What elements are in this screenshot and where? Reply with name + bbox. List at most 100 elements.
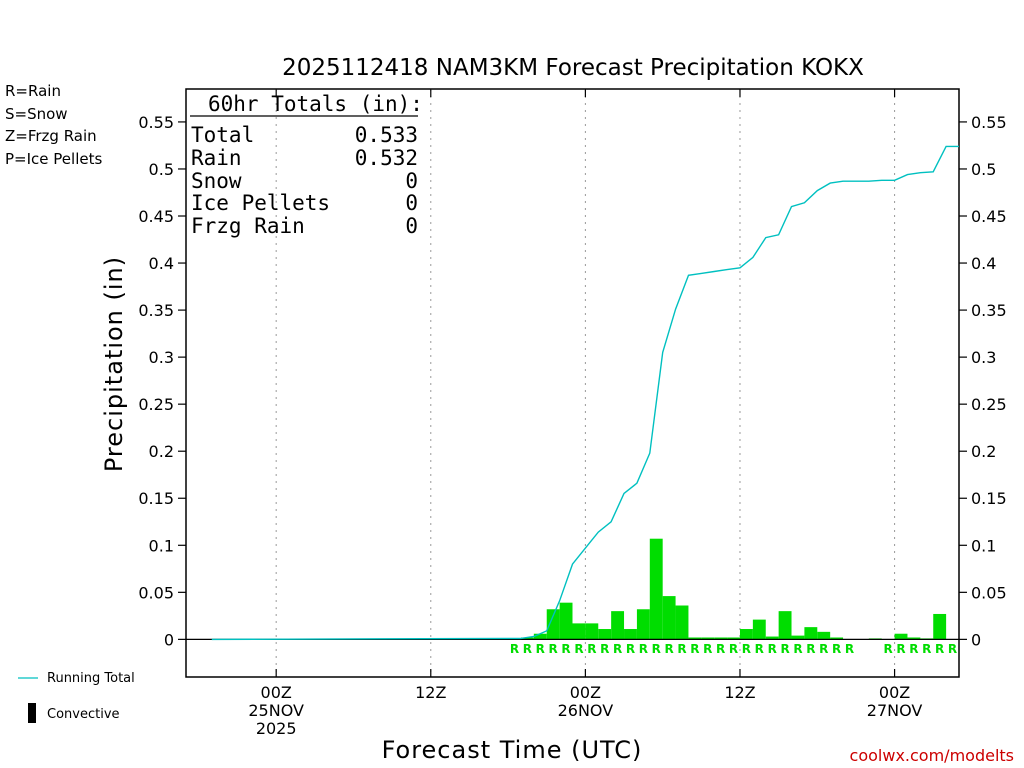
rain-bar <box>559 602 573 640</box>
convective-legend-label: Convective <box>47 707 120 722</box>
rain-marker: R <box>742 642 751 656</box>
rain-marker: R <box>690 642 699 656</box>
rain-marker: R <box>845 642 854 656</box>
y-tick-label-right: 0.25 <box>971 395 1007 414</box>
rain-marker: R <box>896 642 905 656</box>
rain-bar <box>611 611 625 640</box>
rain-marker: R <box>948 642 957 656</box>
rain-marker: R <box>832 642 841 656</box>
precipitation-type-legend: R=Rain S=Snow Z=Frzg Rain P=Ice Pellets <box>5 82 102 168</box>
y-tick-label-left: 0.1 <box>149 536 174 555</box>
y-tick-label-right: 0.2 <box>971 442 996 461</box>
totals-value-ice-pellets: 0 <box>405 191 418 215</box>
rain-marker: R <box>909 642 918 656</box>
rain-bar <box>714 637 728 640</box>
rain-marker: R <box>652 642 661 656</box>
running-total-line <box>211 145 959 641</box>
x-tick-label: 12Z <box>415 683 446 702</box>
legend-snow: S=Snow <box>5 105 68 123</box>
convective-swatch <box>28 703 36 723</box>
rain-marker: R <box>780 642 789 656</box>
x-tick-label: 00Z <box>261 683 292 702</box>
y-tick-label-right: 0.1 <box>971 536 996 555</box>
totals-label-ice-pellets: Ice Pellets <box>191 191 330 215</box>
rain-marker: R <box>561 642 570 656</box>
x-tick-label: 12Z <box>724 683 755 702</box>
rain-bar <box>907 637 921 640</box>
rain-marker: R <box>574 642 583 656</box>
legend-freezing-rain: Z=Frzg Rain <box>5 127 97 145</box>
bottom-legend: Running Total Convective <box>18 671 135 723</box>
y-tick-label-left: 0.2 <box>149 442 174 461</box>
totals-box: 60hr Totals (in): Total 0.533 Rain 0.532… <box>190 92 423 238</box>
rain-bar <box>701 637 715 640</box>
rain-bar <box>598 629 612 640</box>
chart-title: 2025112418 NAM3KM Forecast Precipitation… <box>282 55 864 81</box>
rain-bar <box>675 605 689 640</box>
totals-label-snow: Snow <box>191 169 242 193</box>
y-tick-label-left: 0.55 <box>138 113 174 132</box>
rain-marker: R <box>793 642 802 656</box>
rain-marker: R <box>587 642 596 656</box>
rain-bar <box>624 629 637 640</box>
y-axis-ticks: 0 00.05 0.050.1 0.10.15 0.150.2 0.20.25 0.250.… <box>138 113 1006 649</box>
rain-marker: R <box>729 642 738 656</box>
rain-bar <box>533 633 547 640</box>
y-tick-label-right: 0.35 <box>971 301 1007 320</box>
legend-rain: R=Rain <box>5 82 61 100</box>
y-axis-label: Precipitation (in) <box>100 256 128 472</box>
y-tick-label-right: 0.3 <box>971 348 996 367</box>
rain-marker: R <box>639 642 648 656</box>
legend-ice-pellets: P=Ice Pellets <box>5 150 102 168</box>
rain-marker: R <box>665 642 674 656</box>
x-tick-label: 26NOV <box>558 701 614 720</box>
x-tick-label: 2025 <box>256 719 297 738</box>
rain-bar <box>817 631 831 640</box>
totals-label-frzg-rain: Frzg Rain <box>191 214 305 238</box>
totals-label-rain: Rain <box>191 146 242 170</box>
rain-marker: R <box>600 642 609 656</box>
rain-marker: R <box>755 642 764 656</box>
y-tick-label-left: 0.5 <box>149 160 174 179</box>
running-total-polyline <box>211 145 959 641</box>
rain-bar <box>778 611 792 640</box>
rain-marker: R <box>536 642 545 656</box>
rain-bar <box>546 609 560 640</box>
rain-marker: R <box>613 642 622 656</box>
y-tick-label-left: 0.25 <box>138 395 174 414</box>
totals-value-total: 0.533 <box>355 123 418 147</box>
y-tick-label-left: 0.45 <box>138 207 174 226</box>
y-tick-label-right: 0 <box>971 630 981 649</box>
rain-bar <box>727 637 740 640</box>
totals-label-total: Total <box>191 123 254 147</box>
rain-bar <box>791 635 805 640</box>
totals-header: 60hr Totals (in): <box>208 92 423 116</box>
credit-text: coolwx.com/modelts <box>850 746 1014 765</box>
x-axis-label: Forecast Time (UTC) <box>382 736 643 764</box>
x-tick-label: 00Z <box>879 683 910 702</box>
totals-value-frzg-rain: 0 <box>405 214 418 238</box>
plot-frame <box>185 88 960 678</box>
rain-marker: R <box>922 642 931 656</box>
vertical-gridlines <box>275 89 896 677</box>
y-tick-label-left: 0.15 <box>138 489 174 508</box>
rain-bar <box>752 619 766 640</box>
running-total-legend-label: Running Total <box>47 671 135 686</box>
y-tick-label-right: 0.5 <box>971 160 996 179</box>
y-tick-label-left: 0.35 <box>138 301 174 320</box>
y-tick-label-right: 0.55 <box>971 113 1007 132</box>
rain-marker: R <box>510 642 519 656</box>
rain-bar <box>933 613 947 640</box>
rain-bar <box>894 633 908 640</box>
rain-bar <box>585 623 599 640</box>
y-tick-label-left: 0.3 <box>149 348 174 367</box>
rain-marker: R <box>549 642 558 656</box>
y-tick-label-right: 0.45 <box>971 207 1007 226</box>
rain-marker: R <box>819 642 828 656</box>
rain-marker: R <box>884 642 893 656</box>
y-tick-label-right: 0.4 <box>971 254 996 273</box>
y-tick-label-left: 0.05 <box>138 583 174 602</box>
